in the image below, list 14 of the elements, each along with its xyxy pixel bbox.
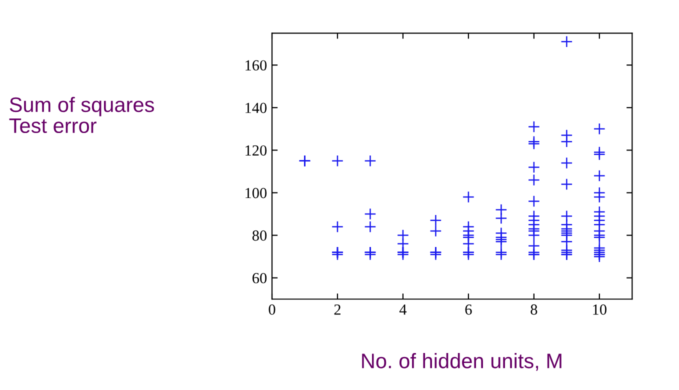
x-tick-label: 4 (399, 304, 407, 315)
x-tick-label: 8 (530, 304, 538, 315)
x-tick-label: 2 (334, 304, 340, 315)
y-tick-label: 60 (252, 272, 267, 284)
y-tick-label: 160 (246, 60, 267, 71)
x-tick-label: 0 (268, 304, 276, 315)
y-tick-label: 80 (252, 230, 267, 241)
y-tick-label: 140 (246, 102, 267, 114)
x-tick-label: 10 (593, 304, 606, 315)
y-axis-title: Sum of squares Test error (9, 96, 154, 134)
x-axis-title: No. of hidden units, M (362, 353, 562, 371)
y-tick-label: 100 (246, 188, 267, 198)
y-tick-label: 120 (246, 145, 267, 156)
x-tick-label: 6 (465, 304, 472, 315)
